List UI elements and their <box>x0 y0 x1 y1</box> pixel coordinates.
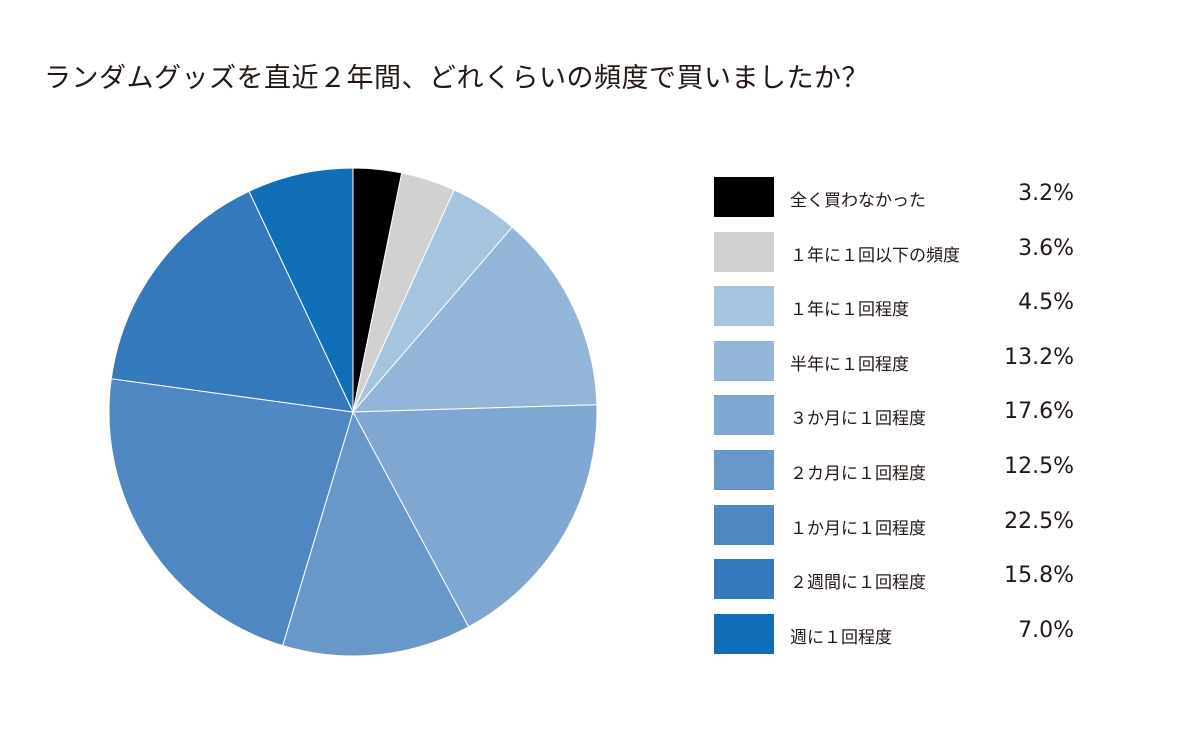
legend-label: ３か月に１回程度 <box>790 409 926 430</box>
legend-item: １か月に１回程度 22.5% <box>714 504 1074 545</box>
pie-slice <box>351 226 598 413</box>
legend-swatch <box>714 450 774 490</box>
legend-value: 7.0% <box>1018 617 1074 643</box>
legend-value: 3.6% <box>1018 235 1074 261</box>
legend-swatch <box>714 177 774 217</box>
legend-value: 13.2% <box>1004 344 1074 370</box>
legend-swatch <box>714 286 774 327</box>
legend-label: 週に１回程度 <box>790 627 892 648</box>
legend-swatch <box>714 395 774 436</box>
legend-item: ２カ月に１回程度 12.5% <box>714 450 1074 490</box>
legend-swatch <box>714 231 774 272</box>
pie-slice <box>282 410 470 657</box>
legend-value: 17.6% <box>1004 399 1074 425</box>
legend-value: 4.5% <box>1018 290 1074 316</box>
legend-item: １年に１回以下の頻度 3.6% <box>714 231 1074 272</box>
legend-value: 12.5% <box>1004 454 1074 479</box>
legend-value: 3.2% <box>1018 181 1074 206</box>
pie-slice <box>110 190 354 413</box>
pie-slice <box>108 378 354 647</box>
legend-value: 22.5% <box>1004 508 1074 534</box>
chart-title: ランダムグッズを直近２年間、どれくらいの頻度で買いましたか？ <box>44 63 869 94</box>
legend-label: 全く買わなかった <box>790 191 926 211</box>
legend-item: １年に１回程度 4.5% <box>714 286 1074 327</box>
legend-swatch <box>714 504 774 545</box>
legend-label: １年に１回程度 <box>790 300 909 321</box>
legend-value: 15.8% <box>1004 563 1074 589</box>
legend-item: ３か月に１回程度 17.6% <box>714 395 1074 436</box>
legend-swatch <box>714 559 774 600</box>
legend-item: 半年に１回程度 13.2% <box>714 340 1074 381</box>
legend-item: ２週間に１回程度 15.8% <box>714 559 1074 600</box>
legend-swatch <box>714 613 774 654</box>
legend-label: １年に１回以下の頻度 <box>790 245 960 266</box>
pie-slice <box>248 167 354 413</box>
legend-label: ２週間に１回程度 <box>790 573 926 594</box>
legend-item: 週に１回程度 7.0% <box>714 613 1074 654</box>
legend-label: ２カ月に１回程度 <box>790 464 926 484</box>
legend-swatch <box>714 340 774 381</box>
pie-slice <box>352 404 598 628</box>
legend-item: 全く買わなかった 3.2% <box>714 177 1074 217</box>
legend-label: １か月に１回程度 <box>790 518 926 539</box>
legend-label: 半年に１回程度 <box>790 354 909 375</box>
